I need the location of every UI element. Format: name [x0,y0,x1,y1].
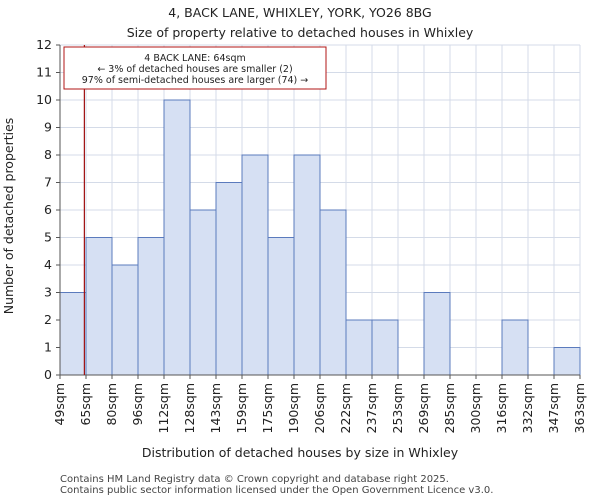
histogram-bar [319,209,347,376]
x-tick-label: 285sqm [442,383,457,433]
histogram-bar [553,347,581,376]
y-tick-label: 5 [44,230,52,245]
histogram-bar [423,292,451,376]
y-tick-label: 8 [44,147,52,162]
x-tick-label: 253sqm [390,383,405,433]
x-tick-label: 112sqm [156,383,171,433]
x-tick-label: 237sqm [364,383,379,433]
y-tick-label: 4 [44,257,52,272]
histogram-bar [59,292,87,376]
x-tick-label: 49sqm [52,383,67,426]
y-tick-label: 0 [44,367,52,382]
footer-copyright: Contains HM Land Registry data © Crown c… [60,474,449,485]
y-axis-label: Number of detached properties [1,118,16,315]
x-tick-label: 175sqm [260,383,275,433]
y-tick-label: 11 [36,65,52,80]
chart-title: Size of property relative to detached ho… [127,25,474,40]
y-tick-label: 9 [44,120,52,135]
histogram-bar [267,237,295,376]
x-tick-label: 269sqm [416,383,431,433]
histogram-bar [501,319,529,376]
x-tick-label: 128sqm [182,383,197,433]
x-tick-label: 222sqm [338,383,353,433]
x-tick-label: 332sqm [520,383,535,433]
y-tick-label: 3 [44,285,52,300]
histogram-bar [111,264,139,376]
y-tick-label: 1 [44,340,52,355]
y-tick-label: 6 [44,202,52,217]
annotation-line-3: 97% of semi-detached houses are larger (… [82,75,309,86]
annotation-border [63,46,327,90]
histogram-bar [137,237,165,376]
x-tick-labels: 49sqm 65sqm 80sqm 96sqm 112sqm 128sqm 143sqm 15… [52,375,587,433]
annotation-line-2: ← 3% of detached houses are smaller (2) [97,64,292,75]
x-tick-label: 65sqm [78,383,93,426]
x-tick-label: 347sqm [546,383,561,433]
bars [59,99,581,376]
histogram-bar [163,99,191,376]
annotation-box: 4 BACK LANE: 64sqm ← 3% of detached hous… [63,46,327,90]
x-tick-label: 300sqm [468,383,483,433]
x-tick-label: 316sqm [494,383,509,433]
x-tick-label: 143sqm [208,383,223,433]
y-tick-label: 12 [36,37,52,52]
x-tick-label: 190sqm [286,383,301,433]
x-tick-label: 80sqm [104,383,119,426]
x-tick-label: 206sqm [312,383,327,433]
x-axis-label: Distribution of detached houses by size … [142,445,459,460]
x-tick-label: 96sqm [130,383,145,426]
chart-title-address: 4, BACK LANE, WHIXLEY, YORK, YO26 8BG [168,5,431,20]
y-tick-label: 7 [44,175,52,190]
histogram-bar [85,237,113,376]
histogram-bar [215,182,243,376]
histogram-bar [345,319,373,376]
x-tick-label: 159sqm [234,383,249,433]
histogram-bar [241,154,269,376]
footer-licence: Contains public sector information licen… [60,485,493,496]
y-tick-label: 2 [44,312,52,327]
histogram-bar [371,319,399,376]
annotation-line-1: 4 BACK LANE: 64sqm [144,53,245,64]
x-tick-label: 363sqm [572,383,587,433]
histogram-bar [189,209,217,376]
y-tick-label: 10 [36,92,52,107]
histogram-bar [293,154,321,376]
